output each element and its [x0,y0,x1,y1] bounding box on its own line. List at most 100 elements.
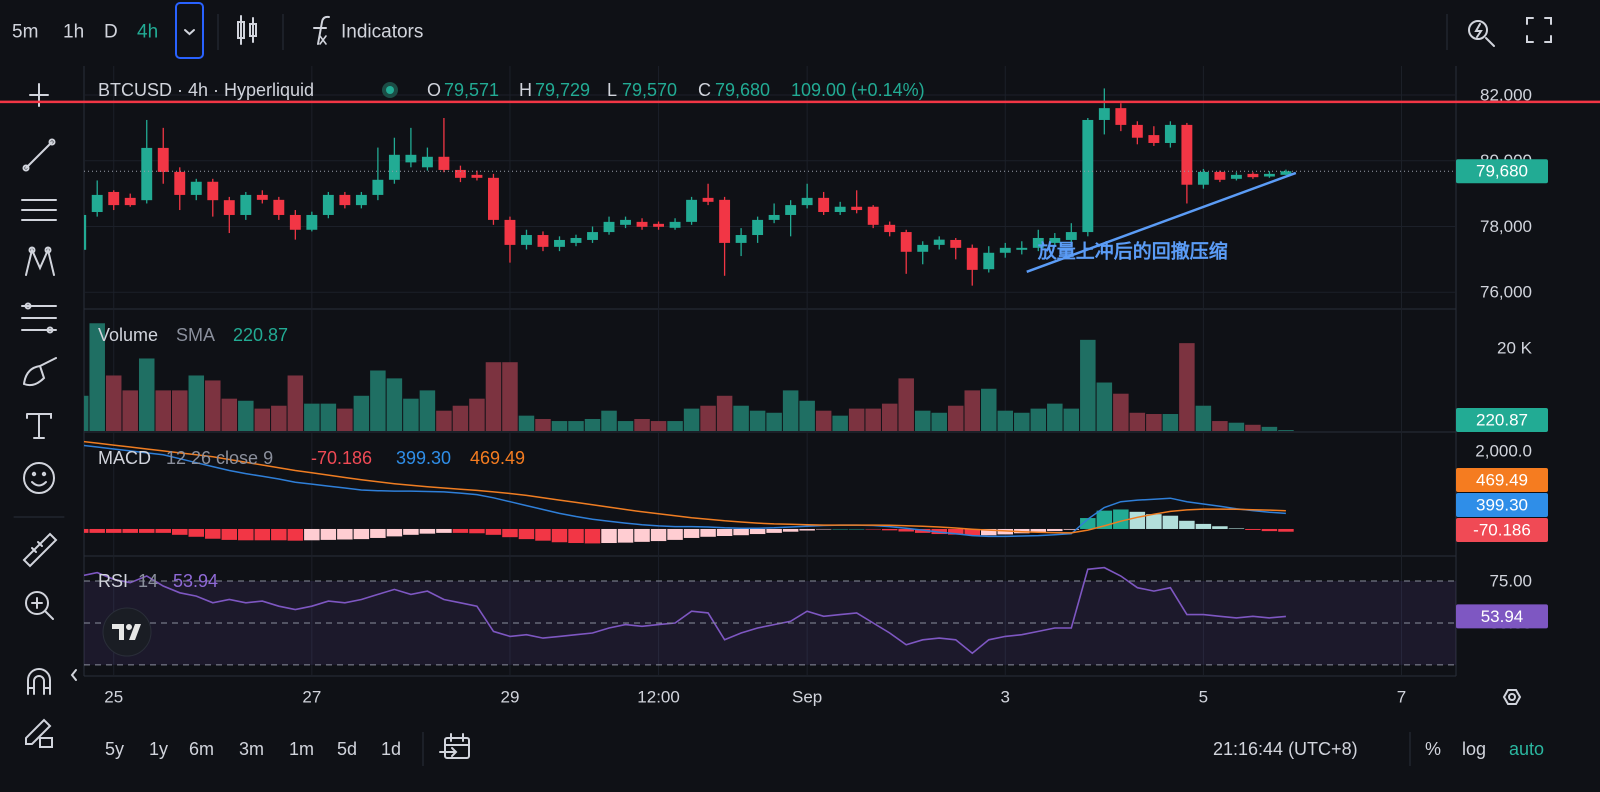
macd-macd-line [84,444,1286,538]
candle-body [669,221,681,228]
candle-body [768,214,780,220]
macd-histogram-bar [485,528,502,535]
macd-histogram-bar [832,528,848,530]
macd-histogram-bar [287,528,304,541]
volume-bar [337,408,353,431]
volume-bar [1278,430,1294,431]
volume-bar [584,418,601,431]
macd-histogram-bar [914,528,931,533]
log-toggle[interactable]: log [1462,739,1486,759]
fullscreen-button[interactable] [1526,17,1552,43]
candle-body [1214,171,1226,180]
candle-body [240,194,252,215]
x-tick-label: 29 [501,688,520,707]
volume-bar [898,378,914,431]
macd-params: 12 26 close 9 [166,448,273,468]
candle-body [1280,171,1292,175]
candle-body [785,205,797,215]
candle-body [190,181,202,195]
macd-histogram-bar [205,528,221,539]
fib-tool[interactable] [21,302,57,334]
text-tool[interactable] [26,413,52,439]
interval-button[interactable]: 5m [12,22,38,43]
volume-bar [997,410,1014,431]
candle-body [1065,232,1077,240]
volume-bar [238,400,254,431]
alert-button[interactable] [1468,20,1495,47]
volume-bar [815,410,832,431]
macd-histogram-bar [188,528,205,537]
macd-histogram-bar [172,528,188,535]
range-button[interactable]: 1y [149,739,168,759]
candle-body [124,197,136,206]
indicators-button[interactable]: Indicators [341,22,423,43]
macd-histogram-bar [947,528,964,535]
interval-button-active[interactable]: 4h [137,22,158,43]
candle-body [273,199,285,215]
interval-button[interactable]: D [104,22,118,43]
ohlc-value: 79,570 [622,80,677,100]
volume-bar [1030,408,1047,431]
candle-body [1230,174,1242,179]
macd-histogram-bar [584,528,601,544]
ruler-tool[interactable] [22,532,58,568]
macd-histogram-bar [815,528,832,530]
macd-histogram-bar [1030,528,1047,533]
pattern-tool[interactable] [25,246,55,276]
candle-body [653,223,665,227]
macd-histogram-bar [535,528,551,541]
settings-button[interactable] [1502,689,1522,705]
collapse-toolbar[interactable] [70,669,77,681]
lock-drawings-tool[interactable] [25,718,53,748]
volume-bar [172,390,188,431]
magnet-tool[interactable] [27,668,51,695]
volume-bar [1212,421,1228,431]
volume-label: 220.87 [1476,411,1528,430]
annotation: 放量上冲后的回撤压缩 [1037,239,1228,262]
macd-histogram-bar [469,528,485,534]
candle-body [372,179,384,195]
volume-bar [403,398,419,431]
auto-toggle[interactable]: auto [1509,739,1544,759]
overlays: 25272912:00Sep35776,00078,00080,00082,00… [0,85,1600,707]
brush-tool[interactable] [23,357,57,387]
zoom-tool[interactable] [25,591,54,620]
macd-histogram-bar [138,528,155,533]
macd-histogram-bar [1245,528,1261,530]
ohlc-prefix: L [607,80,617,100]
percent-toggle[interactable]: % [1425,739,1441,759]
candle-body [999,247,1011,253]
macd-histogram-bar [452,528,469,533]
range-button[interactable]: 1m [289,739,314,759]
volume-bar [865,408,881,431]
range-button[interactable]: 6m [189,739,214,759]
range-button[interactable]: 1d [381,739,401,759]
macd-histogram-bar [89,528,105,533]
candle-type-button[interactable] [237,15,257,45]
range-button[interactable]: 5d [337,739,357,759]
macd-histogram-bar [997,528,1014,535]
tradingview-logo [102,607,152,657]
candle-body [438,156,450,170]
interval-dropdown[interactable] [175,2,204,59]
candle-body [1197,171,1209,185]
volume-bar [617,421,634,431]
trendline-tool[interactable] [22,138,56,172]
rsi-label: 53.94 [1481,607,1524,626]
interval-button[interactable]: 1h [63,22,84,43]
candle-body [504,219,516,245]
candle-body [1082,119,1094,233]
goto-date-button[interactable] [439,733,470,759]
range-button[interactable]: 3m [239,739,264,759]
top-toolbar: 5m 1h D 4h Indicators [12,2,1552,59]
candle-body [355,194,367,206]
emoji-tool[interactable] [23,462,55,494]
candle-body [1115,108,1127,125]
macd-histogram-bar [1278,528,1294,532]
horizontal-lines-tool[interactable] [21,199,57,221]
volume-bar [683,408,700,431]
range-button[interactable]: 5y [105,739,124,759]
volume-bar [1146,414,1162,431]
macd-signal-value: 469.49 [470,448,525,468]
